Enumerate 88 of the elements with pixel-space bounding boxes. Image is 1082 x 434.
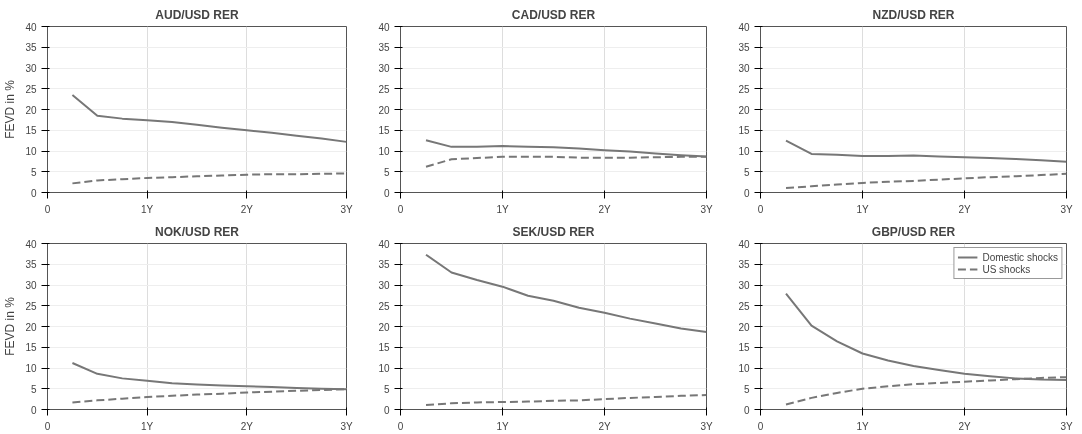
x-tick-label: 1Y	[856, 420, 869, 432]
x-tick-label: 3Y	[1060, 203, 1073, 215]
x-tick-label: 2Y	[240, 203, 254, 215]
y-tick-label: 40	[25, 238, 37, 250]
y-tick-label: 5	[383, 383, 390, 395]
y-tick-label: 20	[25, 104, 37, 116]
y-tick-label: 0	[30, 404, 37, 416]
x-tick-label: 3Y	[1060, 420, 1073, 432]
y-tick-label: 0	[743, 404, 750, 416]
y-tick-label: 30	[738, 63, 750, 74]
y-tick-label: 40	[378, 238, 390, 250]
y-tick-label: 20	[738, 104, 750, 116]
x-tick-label: 1Y	[141, 420, 154, 432]
y-tick-label: 0	[30, 187, 37, 199]
y-tick-label: 30	[378, 63, 390, 74]
y-tick-label: 35	[738, 259, 750, 271]
y-tick-label: 15	[378, 125, 390, 137]
y-tick-label: 25	[25, 300, 37, 312]
y-tick-label: 40	[378, 21, 390, 33]
x-tick-label: 1Y	[141, 203, 154, 215]
x-tick-label: 2Y	[958, 420, 971, 432]
y-tick-label: 5	[30, 383, 37, 395]
y-tick-label: 15	[378, 342, 390, 354]
y-tick-label: 35	[25, 42, 37, 54]
y-tick-label: 10	[738, 146, 750, 157]
x-tick-label: 2Y	[958, 203, 971, 215]
x-tick-label: 3Y	[700, 420, 713, 432]
y-tick-label: 0	[383, 404, 390, 416]
chart-title: SEK/USD RER	[512, 224, 595, 239]
x-tick-label: 3Y	[700, 203, 713, 215]
y-tick-label: 25	[738, 300, 750, 312]
y-tick-label: 35	[738, 42, 750, 54]
y-tick-label: 35	[378, 42, 390, 54]
chart-title: NOK/USD RER	[155, 224, 240, 239]
y-tick-label: 35	[25, 259, 37, 271]
y-tick-label: 40	[25, 21, 37, 33]
y-tick-label: 15	[25, 342, 37, 354]
y-tick-label: 10	[378, 146, 390, 157]
y-tick-label: 5	[743, 166, 750, 178]
x-tick-label: 0	[44, 203, 51, 215]
y-tick-label: 0	[383, 187, 390, 199]
legend-label: US shocks	[982, 263, 1031, 275]
y-tick-label: 20	[378, 104, 390, 116]
y-tick-label: 15	[25, 125, 37, 137]
x-tick-label: 0	[757, 203, 764, 215]
chart-title: CAD/USD RER	[511, 7, 596, 22]
x-tick-label: 1Y	[496, 203, 509, 215]
chart-title: AUD/USD RER	[155, 7, 239, 22]
x-tick-label: 3Y	[340, 203, 353, 215]
y-tick-label: 20	[738, 321, 750, 333]
x-tick-label: 0	[757, 420, 764, 432]
y-tick-label: 40	[738, 21, 750, 33]
x-tick-label: 0	[397, 203, 404, 215]
x-tick-label: 1Y	[856, 203, 869, 215]
chart-title: GBP/USD RER	[871, 224, 956, 239]
y-tick-label: 25	[738, 83, 750, 95]
y-tick-label: 35	[378, 259, 390, 271]
y-tick-label: 40	[738, 238, 750, 250]
y-tick-label: 30	[738, 280, 750, 291]
x-tick-label: 2Y	[598, 420, 611, 432]
y-tick-label: 0	[743, 187, 750, 199]
y-tick-label: 5	[383, 166, 390, 178]
y-tick-label: 25	[25, 83, 37, 95]
legend-label: Domestic shocks	[982, 251, 1058, 263]
y-tick-label: 15	[738, 342, 750, 354]
x-tick-label: 1Y	[496, 420, 509, 432]
x-tick-label: 3Y	[340, 420, 353, 432]
y-axis-title: FEVD in %	[3, 79, 18, 139]
x-tick-label: 2Y	[598, 203, 611, 215]
y-tick-label: 30	[25, 280, 37, 291]
y-tick-label: 25	[378, 83, 390, 95]
y-tick-label: 10	[25, 146, 37, 157]
y-tick-label: 10	[378, 363, 390, 374]
y-tick-label: 30	[25, 63, 37, 74]
y-tick-label: 5	[30, 166, 37, 178]
y-tick-label: 5	[743, 383, 750, 395]
y-axis-title: FEVD in %	[3, 296, 18, 356]
y-tick-label: 10	[738, 363, 750, 374]
x-tick-label: 0	[44, 420, 51, 432]
y-tick-label: 30	[378, 280, 390, 291]
y-tick-label: 20	[25, 321, 37, 333]
y-tick-label: 15	[738, 125, 750, 137]
x-tick-label: 0	[397, 420, 404, 432]
y-tick-label: 20	[378, 321, 390, 333]
y-tick-label: 25	[378, 300, 390, 312]
y-tick-label: 10	[25, 363, 37, 374]
x-tick-label: 2Y	[240, 420, 254, 432]
chart-title: NZD/USD RER	[872, 7, 955, 22]
